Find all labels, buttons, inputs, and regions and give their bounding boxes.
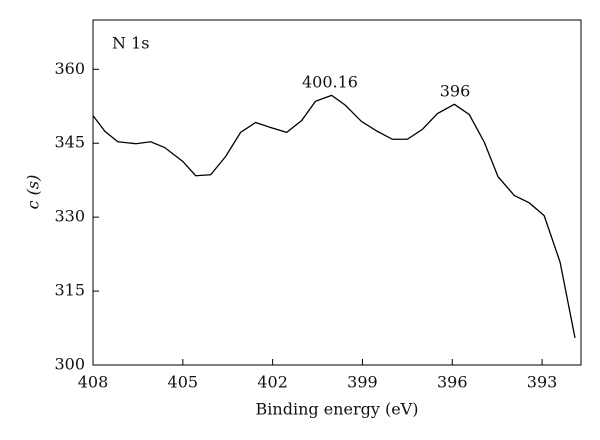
x-tick-label: 396 xyxy=(437,373,468,392)
y-tick-label: 360 xyxy=(54,59,85,78)
x-tick-label: 393 xyxy=(527,373,558,392)
x-axis-label: Binding energy (eV) xyxy=(256,400,419,419)
chart-title: N 1s xyxy=(112,34,149,53)
y-tick-label: 330 xyxy=(54,207,85,226)
annotation: 396 xyxy=(440,82,471,101)
y-axis-label: c (s) xyxy=(24,175,43,210)
x-tick-label: 399 xyxy=(347,373,378,392)
plot-frame xyxy=(92,19,582,366)
y-tick-label: 300 xyxy=(54,355,85,374)
y-tick-label: 345 xyxy=(54,133,85,152)
x-tick-label: 408 xyxy=(78,373,109,392)
line xyxy=(92,94,576,339)
annotation: 400.16 xyxy=(302,73,358,92)
x-tick-label: 402 xyxy=(257,373,288,392)
y-tick-label: 315 xyxy=(54,281,85,300)
x-tick-label: 405 xyxy=(168,373,199,392)
